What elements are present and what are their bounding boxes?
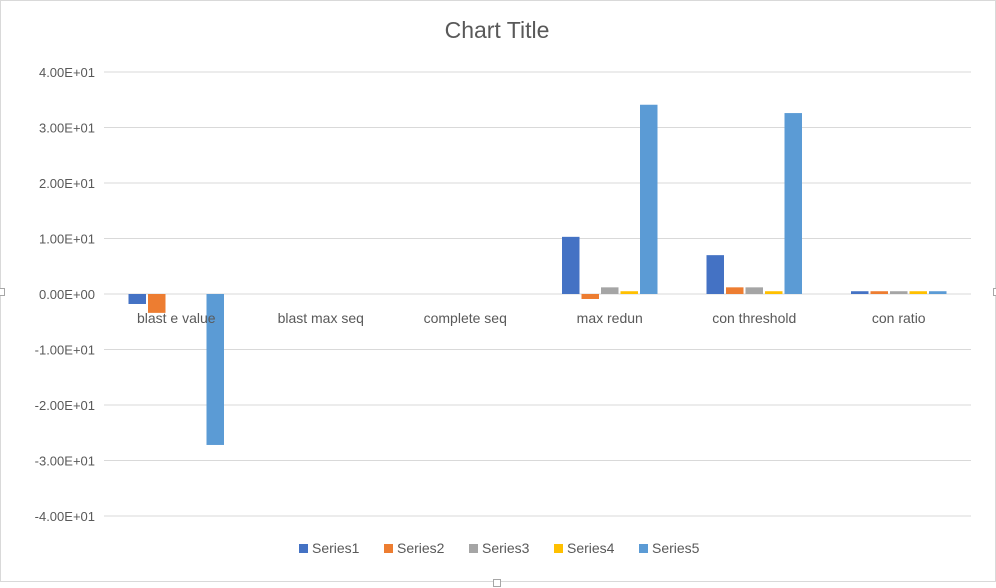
bar-series3 [890,291,908,294]
bar-series2 [581,294,599,299]
bars [128,104,947,445]
x-category-label: con ratio [872,310,926,326]
legend-label: Series5 [652,540,700,556]
y-axis-tick-labels: 4.00E+01 3.00E+01 2.00E+01 1.00E+01 0.00E+00… [35,65,95,524]
legend-swatch [469,544,478,553]
y-tick-label: -1.00E+01 [35,343,95,358]
x-category-label: max redun [577,310,643,326]
bar-series3 [601,287,619,294]
legend-label: Series1 [312,540,360,556]
bar-series2 [148,294,166,313]
bar-series1 [562,236,580,294]
gridlines [104,71,971,517]
bar-series4 [909,291,927,294]
x-category-label: complete seq [424,310,507,326]
legend-swatch [554,544,563,553]
y-tick-label: -2.00E+01 [35,398,95,413]
bar-series5 [640,104,658,295]
y-tick-label: 2.00E+01 [39,176,95,191]
y-tick-label: 4.00E+01 [39,65,95,80]
bar-series5 [206,294,224,445]
chart-title: Chart Title [445,17,550,43]
bar-series1 [851,291,869,294]
x-axis-category-labels: blast e value blast max seq complete seq ma… [137,310,926,326]
bar-series2 [870,291,888,294]
x-category-label: blast e value [137,310,216,326]
y-tick-label: 1.00E+01 [39,232,95,247]
resize-handle-left[interactable] [0,288,5,296]
legend: Series1 Series2 Series3 Series4 Series5 [299,540,700,556]
legend-label: Series4 [567,540,615,556]
bar-series1 [128,294,146,304]
legend-swatch [384,544,393,553]
resize-handle-right[interactable] [993,288,996,296]
bar-series2 [726,287,744,294]
x-category-label: blast max seq [278,310,364,326]
y-tick-label: -3.00E+01 [35,454,95,469]
bar-series4 [765,291,783,294]
bar-series5 [784,113,802,294]
resize-handle-bottom[interactable] [493,579,501,587]
legend-label: Series2 [397,540,445,556]
x-category-label: con threshold [712,310,796,326]
legend-label: Series3 [482,540,530,556]
legend-swatch [299,544,308,553]
y-tick-label: -4.00E+01 [35,509,95,524]
bar-series4 [620,291,638,294]
bar-series3 [745,287,763,294]
bar-series5 [929,291,947,294]
y-tick-label: 3.00E+01 [39,121,95,136]
bar-series1 [706,255,724,294]
legend-swatch [639,544,648,553]
y-tick-label: 0.00E+00 [39,287,95,302]
